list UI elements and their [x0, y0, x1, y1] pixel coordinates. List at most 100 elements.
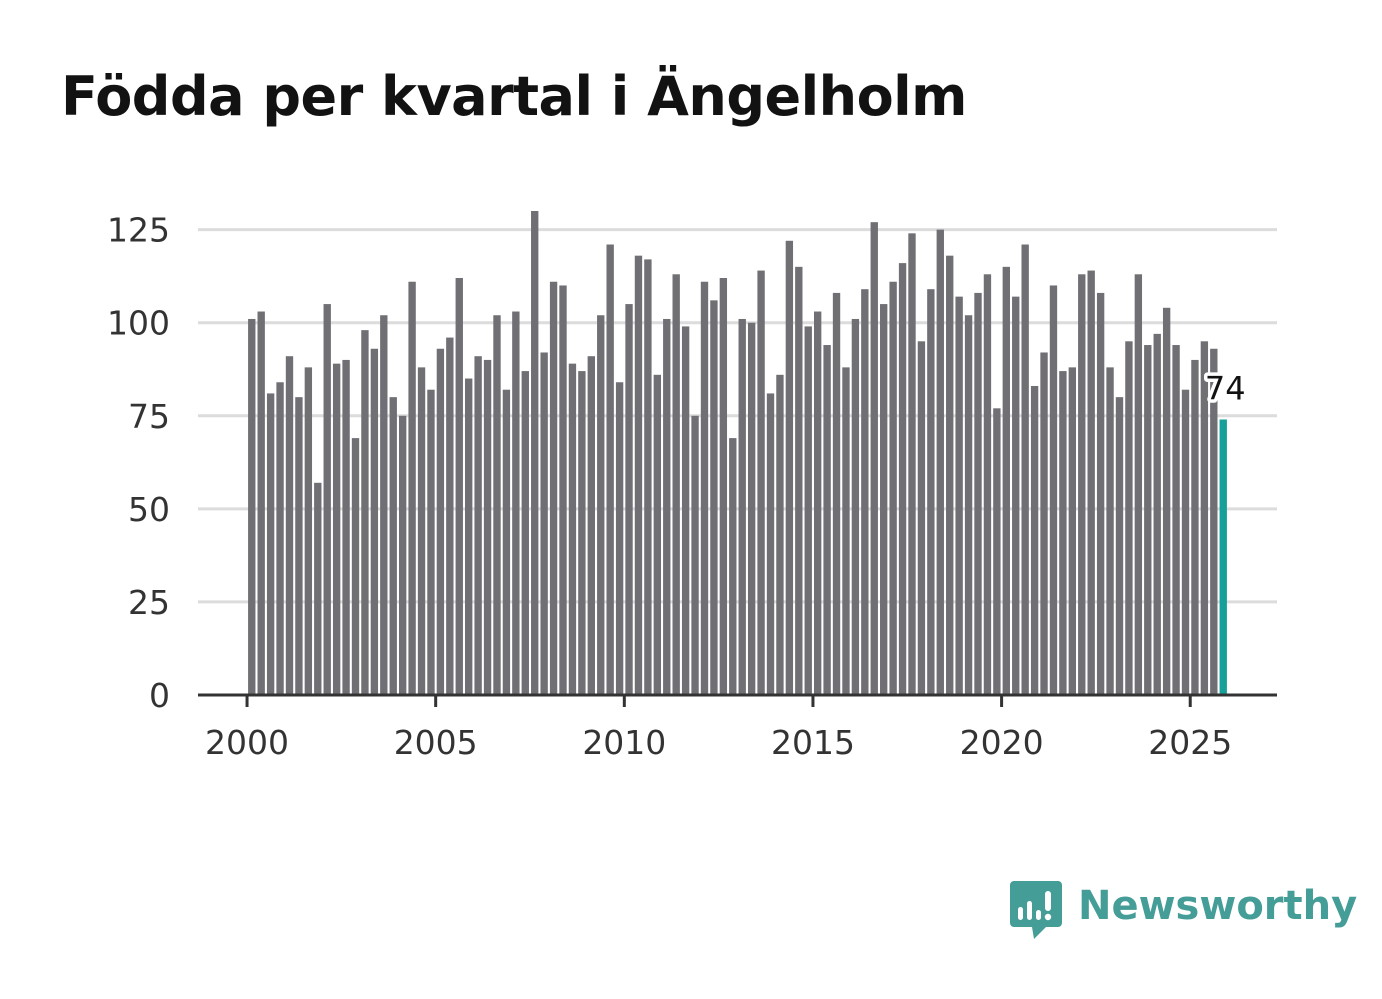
y-tick-label-125: 125: [107, 211, 170, 250]
bar-17: [408, 281, 416, 695]
bar-98: [1172, 345, 1180, 695]
bar-23: [465, 378, 473, 695]
bar-74: [946, 255, 954, 695]
bar-88: [1078, 274, 1086, 695]
bar-9: [332, 363, 341, 695]
bar-42: [644, 259, 652, 695]
bar-34: [568, 363, 577, 695]
bar-53: [747, 322, 756, 695]
bar-12: [361, 330, 369, 695]
bar-54: [757, 270, 765, 695]
bar-99: [1181, 389, 1190, 695]
y-tick-label-25: 25: [128, 583, 170, 622]
bar-8: [323, 304, 331, 695]
bar-30: [531, 211, 539, 695]
x-tick-label-2000: 2000: [205, 723, 289, 762]
bar-10: [342, 359, 350, 695]
bar-57: [785, 240, 794, 696]
bar-86: [1059, 371, 1067, 695]
bar-83: [1030, 385, 1039, 695]
gridlines: [198, 228, 1277, 604]
bar-47: [691, 415, 699, 695]
chart-title: Födda per kvartal i Ängelholm: [61, 65, 967, 128]
bar-56: [776, 374, 784, 695]
bar-59: [804, 326, 812, 695]
bar-100: [1191, 359, 1199, 695]
bar-29: [521, 371, 529, 695]
bar-63: [842, 367, 850, 695]
bar-95: [1144, 345, 1152, 695]
bar-25: [483, 359, 492, 695]
bar-20: [436, 348, 445, 695]
x-tick-label-2015: 2015: [771, 723, 855, 762]
bar-31: [540, 352, 548, 695]
bar-89: [1087, 270, 1095, 695]
bar-51: [729, 438, 737, 695]
bar-81: [1012, 296, 1020, 695]
x-tick-label-2025: 2025: [1148, 723, 1232, 762]
y-axis-labels: 0 25 50 75 100 125: [107, 211, 170, 715]
bar-6: [304, 367, 313, 695]
bar-48: [700, 281, 709, 695]
bar-3: [276, 382, 284, 695]
bars: [248, 211, 1227, 696]
bar-61: [823, 345, 831, 695]
bar-1: [257, 311, 265, 695]
bar-50: [719, 278, 728, 695]
bar-19: [427, 389, 435, 695]
bar-26: [493, 315, 501, 695]
y-tick-label-50: 50: [128, 490, 170, 529]
bar-70: [908, 233, 916, 696]
bar-69: [898, 263, 907, 695]
bar-94: [1134, 274, 1143, 695]
bar-73: [936, 229, 944, 695]
bar-39: [615, 382, 624, 695]
bar-92: [1115, 397, 1124, 695]
bar-72: [927, 289, 935, 695]
bar-103: [1219, 419, 1227, 695]
bar-40: [625, 304, 633, 695]
bar-15: [389, 397, 397, 695]
bar-71: [917, 341, 926, 695]
y-tick-label-75: 75: [128, 397, 170, 436]
bar-62: [832, 292, 841, 695]
bar-36: [587, 356, 595, 695]
bar-102: [1210, 348, 1218, 695]
x-tick-label-2020: 2020: [960, 723, 1044, 762]
bar-27: [502, 389, 511, 695]
bar-96: [1153, 333, 1161, 695]
x-tick-label-2005: 2005: [394, 723, 478, 762]
bar-68: [889, 281, 897, 695]
bar-52: [738, 318, 746, 695]
bar-41: [634, 255, 643, 695]
bar-2: [266, 393, 275, 695]
bar-4: [285, 356, 294, 695]
bar-77: [974, 292, 982, 695]
bar-7: [314, 482, 322, 695]
bar-33: [559, 285, 567, 695]
y-tick-label-0: 0: [149, 676, 170, 715]
bar-82: [1021, 244, 1029, 695]
bar-32: [549, 281, 558, 695]
bar-38: [606, 244, 614, 695]
bar-37: [597, 315, 605, 695]
bar-14: [380, 315, 388, 695]
bar-85: [1049, 285, 1058, 695]
newsworthy-chart-bubble-icon: [1010, 881, 1062, 939]
bar-45: [672, 274, 680, 695]
bar-35: [578, 371, 586, 695]
last-value-label: 74: [1205, 369, 1246, 407]
bar-75: [955, 296, 963, 695]
bar-0: [248, 318, 256, 695]
bar-16: [398, 415, 407, 695]
bar-97: [1162, 307, 1171, 695]
bar-64: [851, 318, 860, 695]
annotations: 74: [1201, 366, 1249, 411]
bar-66: [870, 222, 878, 695]
bar-58: [795, 266, 803, 695]
bar-67: [880, 304, 888, 695]
bar-90: [1096, 292, 1105, 695]
bar-79: [993, 408, 1001, 695]
bar-78: [983, 274, 992, 695]
